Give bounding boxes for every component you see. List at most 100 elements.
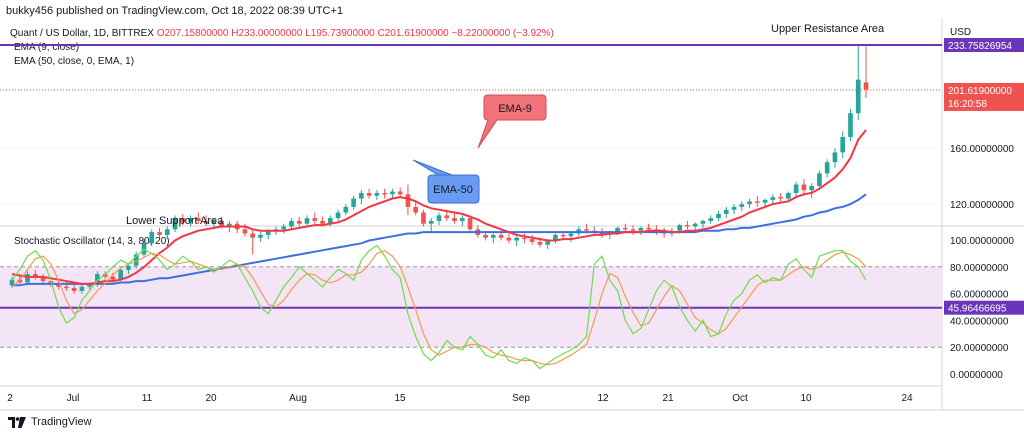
- candle-body: [855, 79, 861, 114]
- candle-body: [48, 281, 54, 284]
- candle-body: [32, 274, 38, 277]
- candle-body: [514, 237, 519, 241]
- candle-body: [630, 229, 636, 231]
- upper-level-tag: 233.75826954: [944, 38, 1024, 53]
- candle-body: [304, 218, 310, 224]
- candle-body: [529, 239, 535, 242]
- candle-body: [522, 237, 527, 240]
- candle-body: [56, 283, 61, 287]
- candle-body: [584, 229, 589, 231]
- footer-brand[interactable]: TradingView: [8, 416, 92, 428]
- candle-body: [359, 192, 364, 199]
- candle-body: [459, 218, 465, 221]
- candle-body: [172, 218, 178, 230]
- stoch-tick-label: 60.00000000: [950, 290, 1009, 301]
- countdown-value: 16:20:58: [948, 99, 987, 110]
- candle-body: [700, 220, 706, 224]
- candle-body: [560, 234, 566, 237]
- ema50-callout-box: [412, 159, 480, 204]
- candle-body: [110, 276, 116, 280]
- candle-body: [227, 223, 232, 227]
- candle-body: [351, 198, 356, 207]
- stoch-tick-label: 20.00000000: [950, 343, 1009, 354]
- candle-body: [421, 212, 426, 224]
- lower-level-value: 45.96466695: [948, 304, 1007, 315]
- stoch-d-line: [11, 250, 867, 366]
- candle-body: [622, 227, 628, 230]
- candle-body: [809, 185, 814, 191]
- candle-body: [390, 191, 395, 195]
- time-tick-label: 11: [142, 393, 153, 404]
- close-value: C201.61900000: [377, 28, 449, 39]
- candle-body: [71, 288, 77, 291]
- symbol-info: Quant / US Dollar, 1D, BITTREX O207.1580…: [10, 28, 554, 39]
- candle-body: [157, 232, 162, 235]
- price-grid: 120.00000000 160.00000000: [0, 144, 1014, 211]
- stoch-tick-label: 40.00000000: [950, 316, 1009, 327]
- candle-body: [366, 192, 372, 196]
- candle-body: [296, 220, 302, 224]
- candle-body: [685, 225, 690, 227]
- candle-body: [149, 232, 155, 244]
- candle-body: [677, 225, 683, 231]
- ema9-callout-box: [477, 94, 547, 149]
- candle-body: [312, 218, 318, 221]
- candle-body: [195, 218, 201, 221]
- candle-body: [483, 234, 488, 238]
- candle-body: [281, 226, 287, 230]
- candle-body: [327, 218, 333, 224]
- candle-body: [568, 233, 574, 237]
- time-tick-label: Oct: [732, 393, 748, 404]
- change-value: −8.22000000 (−3.92%): [451, 28, 554, 39]
- ema9-legend[interactable]: EMA (9, close): [14, 42, 80, 53]
- candle-body: [692, 223, 698, 227]
- candle-body: [374, 192, 380, 196]
- time-tick-label: 15: [394, 393, 406, 404]
- candle-body: [646, 227, 651, 230]
- candle-body: [444, 215, 450, 219]
- time-tick-label: 10: [800, 393, 812, 404]
- candle-body: [506, 237, 512, 241]
- candle-body: [40, 276, 46, 282]
- tradingview-logo-icon: [8, 416, 26, 428]
- candle-body: [739, 204, 745, 207]
- ema50-legend[interactable]: EMA (50, close, 0, EMA, 1): [14, 56, 135, 67]
- time-tick-label: 12: [597, 393, 609, 404]
- last-price-value: 201.61900000: [948, 86, 1012, 97]
- candle-body: [413, 206, 419, 213]
- ema50-callout-label: EMA-50: [433, 184, 473, 196]
- candle-body: [840, 136, 846, 153]
- stoch-tick-label: 0.00000000: [950, 370, 1003, 381]
- candle-body: [64, 286, 69, 289]
- candle-body: [133, 254, 139, 266]
- candle-body: [545, 240, 551, 245]
- upper-level-value: 233.75826954: [948, 41, 1012, 52]
- stoch-tick-label: 100.00000000: [950, 236, 1014, 247]
- time-tick-label: 20: [205, 393, 217, 404]
- candle-body: [863, 82, 869, 90]
- time-tick-label: Sep: [512, 393, 530, 404]
- candle-body: [79, 286, 85, 291]
- candle-body: [491, 234, 496, 238]
- candle-body: [731, 206, 737, 210]
- candle-body: [824, 162, 830, 174]
- candle-body: [343, 206, 349, 213]
- lower-support-label: Lower Support Area: [126, 215, 224, 227]
- time-tick-label: 21: [662, 393, 674, 404]
- candle-body: [708, 218, 714, 221]
- stoch-tick-label: 80.00000000: [950, 263, 1009, 274]
- candle-body: [762, 199, 768, 203]
- candle-body: [498, 234, 504, 238]
- candle-body: [452, 218, 457, 221]
- candle-body: [265, 230, 271, 235]
- time-tick-label: 2: [7, 393, 13, 404]
- candle-body: [188, 218, 193, 223]
- candle-body: [87, 283, 92, 287]
- candle-body: [211, 220, 217, 224]
- candle-body: [638, 227, 644, 231]
- stoch-legend[interactable]: Stochastic Oscillator (14, 3, 80, 20): [14, 236, 170, 247]
- candle-body: [335, 212, 341, 219]
- candle-body: [599, 232, 605, 235]
- upper-resistance-label: Upper Resistance Area: [771, 23, 885, 35]
